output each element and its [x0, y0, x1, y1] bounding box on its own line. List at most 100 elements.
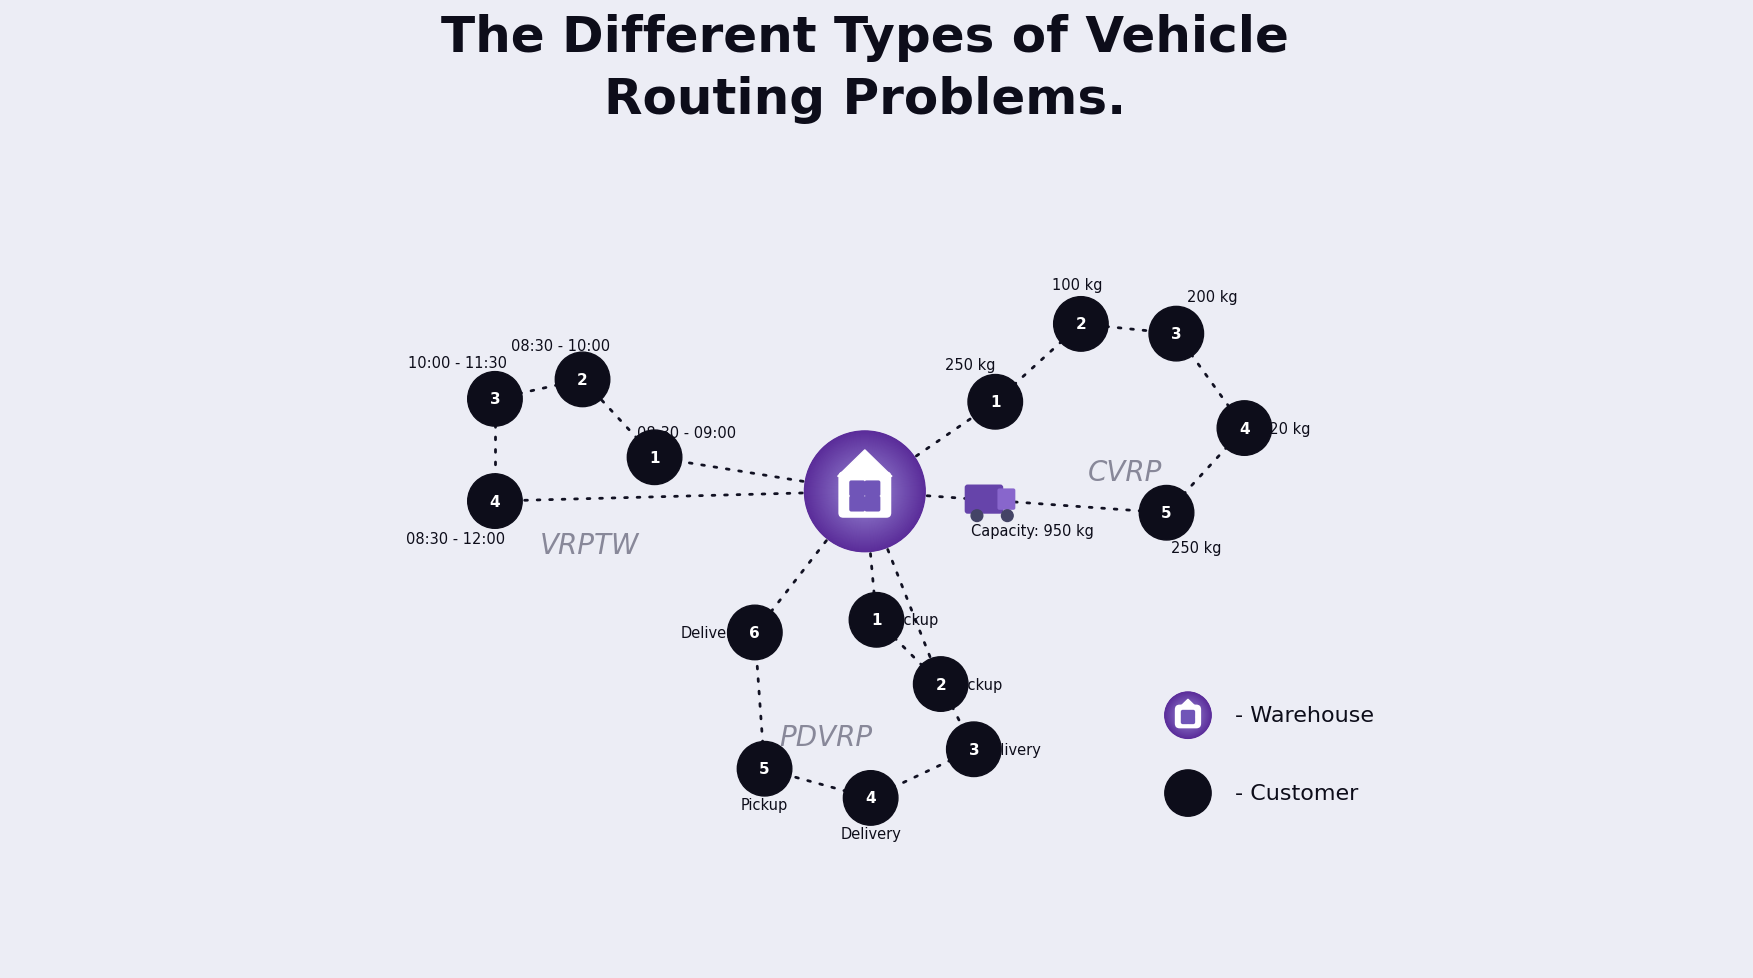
- Circle shape: [1182, 709, 1194, 722]
- Circle shape: [1183, 711, 1192, 720]
- Circle shape: [820, 447, 910, 537]
- Circle shape: [1001, 511, 1013, 522]
- Circle shape: [1182, 709, 1194, 722]
- Circle shape: [810, 436, 920, 547]
- Circle shape: [840, 467, 891, 517]
- Circle shape: [1167, 695, 1208, 735]
- Circle shape: [824, 451, 906, 533]
- Circle shape: [1182, 708, 1196, 723]
- Circle shape: [1054, 297, 1108, 352]
- Circle shape: [819, 446, 912, 538]
- Circle shape: [847, 473, 884, 510]
- Circle shape: [1175, 702, 1201, 729]
- Circle shape: [1167, 695, 1208, 735]
- Circle shape: [848, 593, 905, 647]
- Circle shape: [817, 444, 913, 540]
- Circle shape: [840, 467, 891, 517]
- Circle shape: [1166, 692, 1211, 738]
- Circle shape: [1180, 707, 1196, 724]
- Circle shape: [1178, 705, 1197, 726]
- Circle shape: [836, 463, 894, 521]
- Circle shape: [822, 450, 906, 534]
- Circle shape: [812, 439, 917, 545]
- Circle shape: [806, 433, 924, 551]
- Circle shape: [826, 452, 905, 531]
- Circle shape: [1175, 702, 1201, 729]
- Circle shape: [805, 432, 924, 552]
- Circle shape: [1173, 701, 1203, 731]
- Text: 2: 2: [1076, 317, 1087, 333]
- Circle shape: [852, 480, 876, 504]
- Circle shape: [829, 457, 899, 527]
- Polygon shape: [1178, 699, 1199, 710]
- Circle shape: [817, 443, 913, 541]
- Circle shape: [1176, 703, 1201, 728]
- Circle shape: [1166, 693, 1210, 737]
- Polygon shape: [838, 451, 892, 477]
- Text: 100 kg: 100 kg: [1052, 278, 1103, 293]
- Circle shape: [831, 458, 899, 526]
- Circle shape: [840, 467, 889, 516]
- Circle shape: [1169, 697, 1206, 734]
- FancyBboxPatch shape: [1182, 710, 1189, 719]
- Circle shape: [852, 479, 878, 505]
- Circle shape: [1164, 770, 1211, 817]
- Circle shape: [827, 455, 903, 529]
- Text: 5: 5: [759, 762, 770, 777]
- Text: 2: 2: [936, 677, 947, 691]
- Circle shape: [813, 439, 917, 544]
- Circle shape: [968, 376, 1022, 429]
- FancyBboxPatch shape: [1187, 716, 1196, 725]
- Circle shape: [1167, 695, 1208, 735]
- Text: CVRP: CVRP: [1087, 459, 1162, 486]
- Circle shape: [1187, 714, 1190, 718]
- Text: 08:30 - 10:00: 08:30 - 10:00: [510, 338, 610, 353]
- Text: 3: 3: [489, 392, 500, 407]
- Circle shape: [812, 438, 919, 546]
- Circle shape: [1167, 694, 1210, 736]
- Circle shape: [834, 462, 896, 522]
- Circle shape: [628, 430, 682, 485]
- Circle shape: [1178, 705, 1199, 727]
- Circle shape: [855, 483, 873, 501]
- Circle shape: [810, 437, 920, 547]
- Text: Delivery: Delivery: [680, 625, 742, 641]
- Circle shape: [824, 452, 905, 532]
- Circle shape: [843, 771, 898, 825]
- Circle shape: [824, 450, 906, 534]
- Circle shape: [1171, 699, 1204, 732]
- Circle shape: [859, 486, 869, 498]
- FancyBboxPatch shape: [997, 489, 1015, 511]
- Text: PDVRP: PDVRP: [780, 723, 873, 751]
- Circle shape: [556, 353, 610, 407]
- Circle shape: [833, 461, 896, 523]
- Text: Pickup: Pickup: [955, 677, 1003, 691]
- Text: 10:00 - 11:30: 10:00 - 11:30: [408, 356, 507, 371]
- Circle shape: [859, 486, 871, 498]
- Circle shape: [1187, 714, 1190, 717]
- Circle shape: [1171, 698, 1206, 733]
- Circle shape: [1171, 697, 1206, 734]
- Circle shape: [826, 453, 903, 530]
- Circle shape: [1183, 711, 1192, 720]
- Circle shape: [1183, 712, 1192, 720]
- Circle shape: [808, 435, 920, 548]
- Circle shape: [815, 442, 915, 542]
- Circle shape: [1139, 486, 1194, 541]
- Circle shape: [861, 487, 869, 497]
- Circle shape: [1171, 699, 1204, 733]
- Circle shape: [829, 456, 901, 528]
- Text: 5: 5: [1160, 506, 1171, 520]
- Circle shape: [1169, 696, 1206, 734]
- Circle shape: [855, 482, 875, 502]
- Circle shape: [1217, 401, 1271, 456]
- Circle shape: [848, 475, 882, 509]
- Circle shape: [864, 491, 866, 493]
- Circle shape: [848, 474, 882, 509]
- Text: - Warehouse: - Warehouse: [1236, 705, 1374, 726]
- Circle shape: [850, 476, 880, 507]
- Circle shape: [838, 465, 892, 519]
- Circle shape: [862, 489, 868, 495]
- Text: 2: 2: [577, 373, 587, 387]
- Circle shape: [815, 442, 915, 542]
